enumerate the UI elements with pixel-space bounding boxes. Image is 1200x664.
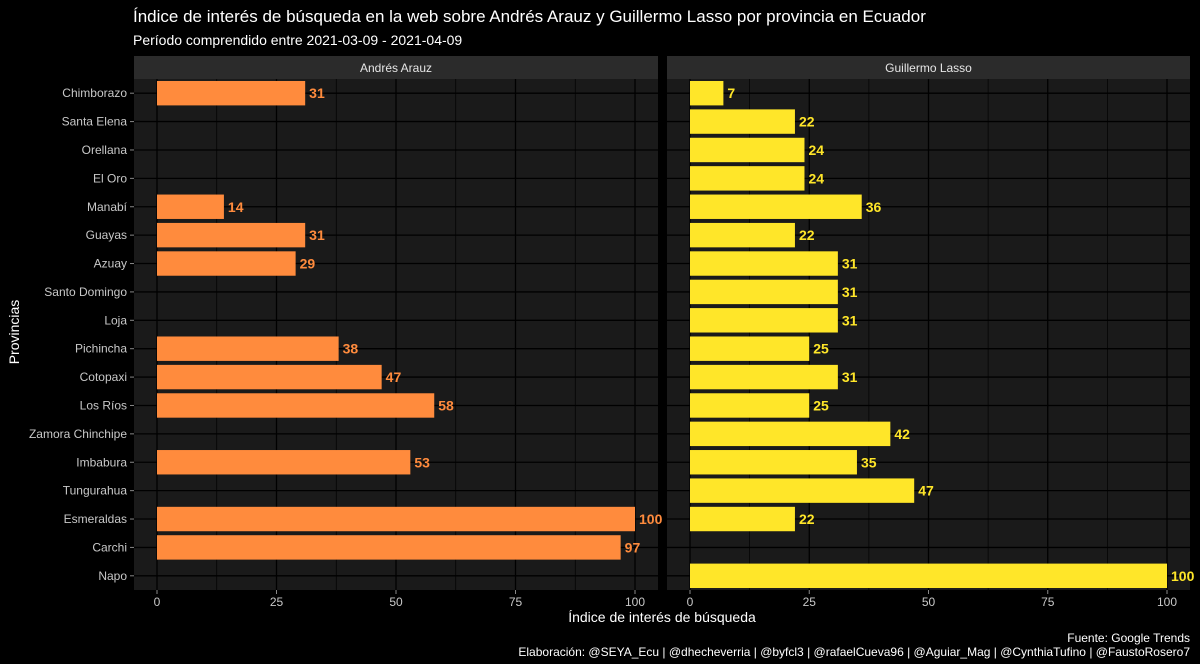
- data-label: 47: [918, 483, 934, 499]
- data-label: 29: [300, 256, 316, 272]
- bar: [690, 222, 795, 248]
- data-label: 31: [842, 312, 858, 328]
- y-tick-label: Loja: [104, 313, 127, 327]
- y-tick-label: Pichincha: [75, 342, 127, 356]
- facet-strip-label: Guillermo Lasso: [885, 61, 972, 75]
- data-label: 24: [808, 142, 824, 158]
- data-label: 22: [799, 511, 815, 527]
- bar: [690, 80, 724, 106]
- bar: [157, 393, 435, 418]
- x-axis-label: Índice de interés de búsqueda: [568, 609, 756, 625]
- facet-strip-label: Andrés Arauz: [360, 61, 432, 75]
- bar: [690, 279, 838, 305]
- y-tick-label: Azuay: [94, 257, 127, 271]
- x-tick-label: 75: [1041, 595, 1055, 609]
- bar: [690, 109, 795, 134]
- bar: [157, 80, 306, 106]
- x-tick-label: 50: [922, 595, 936, 609]
- bar: [157, 364, 382, 390]
- y-tick-label: Napo: [98, 569, 127, 583]
- bar: [690, 563, 1167, 589]
- bar: [690, 336, 810, 361]
- y-axis-label: Provincias: [6, 300, 22, 365]
- bar: [157, 251, 296, 276]
- y-tick-label: Esmeraldas: [64, 512, 127, 526]
- data-label: 31: [309, 85, 325, 101]
- bar: [690, 137, 805, 163]
- bar: [690, 194, 862, 219]
- y-tick-label: Santo Domingo: [44, 285, 127, 299]
- data-label: 31: [842, 369, 858, 385]
- data-label: 25: [813, 397, 829, 413]
- bar: [157, 535, 621, 560]
- data-label: 53: [414, 454, 430, 470]
- bar: [157, 450, 411, 475]
- x-tick-label: 25: [270, 595, 284, 609]
- chart-title: Índice de interés de búsqueda en la web …: [133, 7, 926, 26]
- data-label: 25: [813, 341, 829, 357]
- x-tick-label: 100: [625, 595, 645, 609]
- bar: [690, 364, 838, 390]
- y-tick-label: Chimborazo: [62, 86, 127, 100]
- x-tick-label: 0: [154, 595, 161, 609]
- facet-strip: [667, 56, 1190, 79]
- data-label: 38: [343, 341, 359, 357]
- x-tick-label: 0: [687, 595, 694, 609]
- chart-subtitle: Período comprendido entre 2021-03-09 - 2…: [133, 32, 462, 48]
- y-tick-label: Los Ríos: [80, 398, 127, 412]
- data-label: 31: [842, 284, 858, 300]
- y-tick-label: Manabí: [87, 200, 128, 214]
- y-tick-label: Imbabura: [76, 455, 127, 469]
- y-tick-label: Tungurahua: [63, 484, 128, 498]
- data-label: 31: [842, 256, 858, 272]
- bar: [157, 222, 306, 248]
- bar: [157, 336, 339, 361]
- facet-strip: [134, 56, 658, 79]
- y-tick-label: Zamora Chinchipe: [29, 427, 127, 441]
- x-tick-label: 100: [1157, 595, 1177, 609]
- bar: [157, 506, 635, 532]
- bar: [690, 421, 891, 447]
- bar: [690, 478, 915, 503]
- bar: [690, 450, 857, 475]
- data-label: 24: [808, 170, 824, 186]
- bar: [690, 308, 838, 333]
- data-label: 100: [1171, 568, 1195, 584]
- data-label: 58: [438, 397, 454, 413]
- y-tick-label: Carchi: [92, 540, 127, 554]
- data-label: 22: [799, 227, 815, 243]
- y-tick-label: Guayas: [86, 228, 127, 242]
- data-label: 22: [799, 114, 815, 130]
- y-tick-label: El Oro: [93, 171, 127, 185]
- data-label: 35: [861, 454, 877, 470]
- bar: [157, 194, 224, 219]
- data-label: 47: [386, 369, 402, 385]
- caption-source: Fuente: Google Trends: [1067, 631, 1190, 645]
- data-label: 42: [894, 426, 910, 442]
- bar: [690, 166, 805, 191]
- data-label: 36: [866, 199, 882, 215]
- caption-credits: Elaboración: @SEYA_Ecu | @dhecheverria |…: [518, 645, 1190, 659]
- data-label: 14: [228, 199, 244, 215]
- x-tick-label: 50: [389, 595, 403, 609]
- x-tick-label: 25: [803, 595, 817, 609]
- bar: [690, 251, 838, 276]
- x-tick-label: 75: [509, 595, 523, 609]
- bar: [690, 506, 795, 532]
- y-tick-label: Orellana: [82, 143, 128, 157]
- y-tick-label: Cotopaxi: [80, 370, 127, 384]
- data-label: 31: [309, 227, 325, 243]
- y-tick-label: Santa Elena: [62, 115, 128, 129]
- data-label: 7: [727, 85, 735, 101]
- data-label: 100: [639, 511, 663, 527]
- data-label: 97: [625, 539, 641, 555]
- bar: [690, 393, 810, 418]
